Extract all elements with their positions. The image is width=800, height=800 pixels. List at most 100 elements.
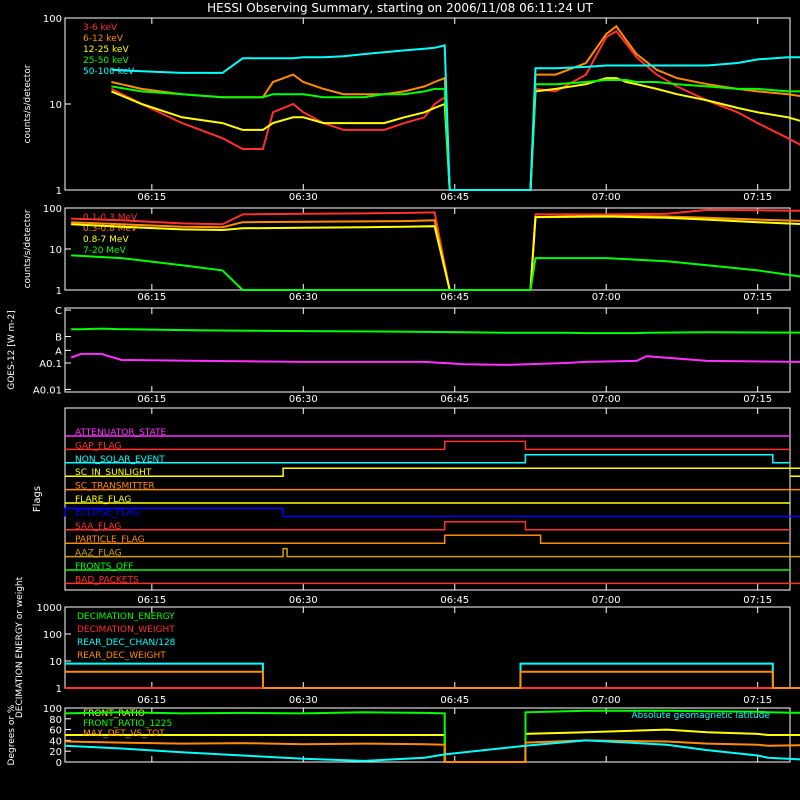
highe-series-line-3 [71, 254, 800, 291]
flag-label: SC_IN_SUNLIGHT [75, 468, 152, 478]
ratio-legend-entry: Absolute geomagnetic latitude [631, 711, 770, 721]
lowe-xtick-label: 07:00 [592, 192, 621, 203]
lowe-frame [64, 17, 791, 191]
flag-label: AAZ_FLAG [75, 549, 122, 559]
goes-series-line-1 [70, 352, 800, 366]
lowe-series-line-3 [111, 79, 800, 191]
highe-ylabel: counts/s/detector [23, 209, 33, 288]
decimation-xtick-label: 06:45 [440, 695, 469, 706]
lowe-series-line-2 [111, 77, 800, 191]
goes-ytick-label: B [55, 333, 62, 344]
highe-series-line-2 [71, 215, 800, 291]
decimation-xtick-label: 07:15 [743, 695, 772, 706]
ratio-legend-entry: FRONT_RATIO [83, 709, 145, 719]
decimation-legend-entry: REAR_DEC_WEIGHT [77, 651, 166, 661]
lowe-xtick-label: 07:15 [743, 192, 772, 203]
flag-label: NON_SOLAR_EVENT [75, 455, 165, 465]
ratio-ytick-label: 60 [49, 726, 62, 737]
flag-label: ATTENUATOR_STATE [75, 428, 167, 438]
lowe-legend-entry: 12-25 keV [83, 45, 129, 55]
flag-line [65, 534, 790, 544]
goes-ylabel: GOES-12 [W m-2] [7, 310, 17, 390]
highe-xtick-label: 07:00 [592, 292, 621, 303]
flag-line [65, 467, 800, 477]
goes-series-line-0 [71, 327, 800, 335]
flag-label: FLARE_FLAG [75, 495, 131, 505]
flags-xtick-label: 06:15 [137, 595, 166, 606]
flag-line [64, 507, 800, 518]
decimation-legend-entry: REAR_DEC_CHAN/128 [77, 638, 176, 648]
highe-xtick-label: 06:30 [289, 292, 318, 303]
highe-ytick-label: 100 [43, 204, 62, 215]
lowe-legend-entry: 25-50 keV [83, 56, 129, 66]
lowe-xtick-label: 06:30 [289, 192, 318, 203]
lowe-legend-entry: 3-6 keV [83, 23, 118, 33]
goes-ytick-label: A0.1 [39, 359, 62, 370]
ratio-legend-entry: MAX_DET_VS_TOT [83, 729, 165, 739]
decimation-ytick-label: 10 [49, 657, 62, 668]
flag-line [65, 547, 800, 558]
flag-label: FRONTS_OFF [75, 562, 133, 572]
decimation-ytick-label: 1000 [37, 603, 62, 614]
ratio-series-line-0 [65, 728, 800, 763]
highe-legend-entry: 0.8-7 MeV [83, 235, 129, 245]
flags-xtick-label: 06:30 [289, 595, 318, 606]
decimation-xtick-label: 06:15 [137, 695, 166, 706]
flag-label: GAP_FLAG [75, 441, 121, 451]
goes-xtick-label: 07:15 [743, 394, 772, 405]
lowe-series-line-1 [111, 24, 800, 191]
flags-xtick-label: 06:45 [440, 595, 469, 606]
flags-frame [64, 407, 791, 591]
goes-frame [64, 307, 791, 393]
plot-title: HESSI Observing Summary, starting on 200… [207, 1, 593, 15]
goes-ytick-label: C [55, 306, 62, 317]
highe-legend-entry: 7-20 MeV [83, 246, 127, 256]
ratio-ytick-label: 0 [56, 758, 62, 769]
goes-xtick-label: 06:30 [289, 394, 318, 405]
decimation-legend-entry: DECIMATION_ENERGY [77, 612, 175, 622]
lowe-series-line-0 [110, 30, 800, 191]
highe-legend-entry: 0.3-0.8 MeV [83, 224, 138, 234]
highe-legend-entry: 0.1-0.3 MeV [83, 213, 138, 223]
lowe-xtick-label: 06:15 [137, 192, 166, 203]
flags-xtick-label: 07:00 [592, 595, 621, 606]
lowe-series-line-4 [111, 44, 800, 191]
flag-label: PARTICLE_FLAG [75, 535, 145, 545]
lowe-ytick-label: 1 [56, 186, 62, 197]
ratio-series-line-3 [64, 739, 800, 762]
ratio-legend-entry: FRONT_RATIO_1225 [83, 719, 172, 729]
decimation-ylabel: DECIMATION ENERGY or weight [15, 576, 25, 718]
lowe-legend-entry: 50-100 keV [83, 67, 135, 77]
ratio-series-line-1 [64, 709, 800, 763]
ratio-ytick-label: 20 [49, 747, 62, 758]
goes-xtick-label: 06:45 [440, 394, 469, 405]
flag-line [65, 488, 800, 491]
flag-line [65, 454, 790, 464]
highe-xtick-label: 06:45 [440, 292, 469, 303]
highe-xtick-label: 07:15 [743, 292, 772, 303]
highe-ytick-label: 10 [49, 245, 62, 256]
decimation-xtick-label: 06:30 [289, 695, 318, 706]
lowe-legend-entry: 6-12 keV [83, 34, 124, 44]
lowe-ylabel: counts/s/detector [23, 64, 33, 143]
flag-label: BAD_PACKETS [75, 575, 139, 585]
ratio-ytick-label: 80 [49, 715, 62, 726]
flag-label: ECLIPSE_FLAG [75, 508, 139, 518]
ratio-ytick-label: 100 [43, 704, 62, 715]
decimation-ytick-label: 100 [43, 630, 62, 641]
ratio-ytick-label: 40 [49, 736, 62, 747]
decimation-xtick-label: 07:00 [592, 695, 621, 706]
lowe-xtick-label: 06:45 [440, 192, 469, 203]
decimation-legend-entry: DECIMATION_WEIGHT [77, 625, 175, 635]
flags-ylabel: Flags [32, 486, 43, 512]
goes-xtick-label: 07:00 [592, 394, 621, 405]
lowe-ytick-label: 10 [49, 100, 62, 111]
flags-xtick-label: 07:15 [743, 595, 772, 606]
decimation-series-line-3 [65, 670, 800, 689]
lowe-ytick-label: 100 [43, 14, 62, 25]
highe-ytick-label: 1 [56, 286, 62, 297]
decimation-ytick-label: 1 [56, 684, 62, 695]
decimation-series-line-2 [65, 662, 800, 689]
